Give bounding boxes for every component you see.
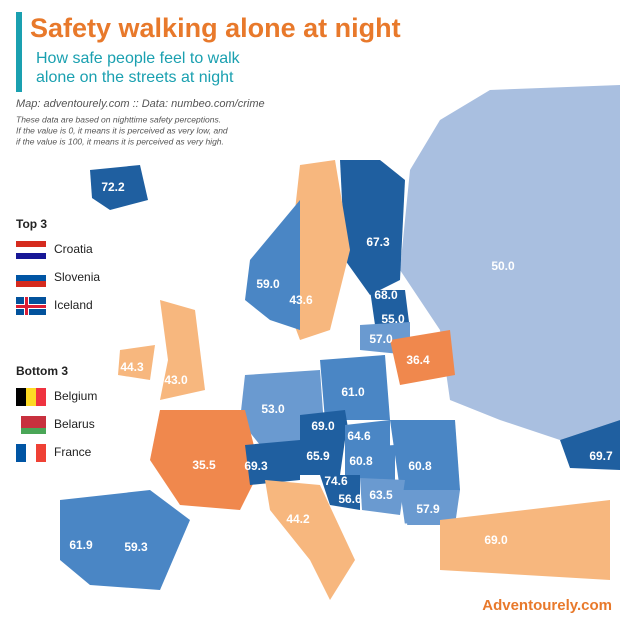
source: Map: adventourely.com :: Data: numbeo.co… — [16, 98, 265, 110]
region-value: 57.0 — [321, 600, 345, 614]
region-value: 59.0 — [256, 277, 280, 291]
region-value: 59.3 — [124, 540, 148, 554]
flag — [16, 388, 46, 406]
region-value: 68.0 — [374, 288, 398, 302]
legend-title: Bottom 3 — [16, 364, 68, 378]
flag — [16, 416, 46, 434]
title: Safety walking alone at night — [30, 13, 401, 43]
flag — [16, 297, 46, 315]
region-value: 43.6 — [289, 293, 313, 307]
accent-bar — [16, 12, 22, 92]
region-value: 69.0 — [311, 419, 335, 433]
legend-entry: France — [54, 445, 92, 459]
region-value: 64.6 — [347, 429, 371, 443]
region-value: 44.3 — [120, 360, 144, 374]
region-value: 35.5 — [192, 458, 216, 472]
region-value: 50.0 — [491, 259, 515, 273]
flag — [16, 444, 46, 462]
legend-title: Top 3 — [16, 217, 47, 231]
region-value: 44.2 — [286, 512, 310, 526]
region-value: 36.4 — [406, 353, 430, 367]
note: if the value is 100, it means it is perc… — [16, 136, 224, 146]
region-value: 60.8 — [408, 459, 432, 473]
region-value: 53.0 — [261, 402, 285, 416]
region-value: 61.7 — [384, 521, 408, 535]
region-value: 55.0 — [381, 312, 405, 326]
region-value: 65.1 — [516, 578, 540, 592]
subtitle: How safe people feel to walk — [36, 50, 241, 67]
note: If the value is 0, it means it is percei… — [16, 125, 228, 135]
region-value: 56.6 — [338, 492, 362, 506]
region-value: 69.3 — [244, 459, 268, 473]
legend-entry: Croatia — [54, 242, 93, 256]
legend-entry: Belarus — [54, 417, 95, 431]
legend-entry: Belgium — [54, 389, 97, 403]
flag — [16, 241, 46, 259]
legend-entry: Iceland — [54, 298, 93, 312]
region-value: 60.8 — [349, 454, 373, 468]
region-value: 67.3 — [366, 235, 390, 249]
region-value: 65.9 — [306, 449, 330, 463]
region-value: 61.0 — [341, 385, 365, 399]
region-value: 57.0 — [369, 332, 393, 346]
region-value: 43.0 — [164, 373, 188, 387]
region-value: 69.7 — [589, 449, 613, 463]
subtitle: alone on the streets at night — [36, 69, 234, 86]
land — [60, 85, 620, 600]
region-value: 57.9 — [416, 502, 440, 516]
brand: Adventourely.com — [482, 597, 612, 614]
note: These data are based on nighttime safety… — [16, 114, 221, 124]
region-value: 63.5 — [369, 488, 393, 502]
region-value: 74.6 — [324, 474, 348, 488]
flag — [16, 269, 46, 287]
map-labels: 72.2 67.3 50.0 59.0 43.6 68.0 55.0 57.0 36.4 44.3… — [69, 180, 613, 614]
region-value: 61.9 — [69, 538, 93, 552]
legend-entry: Slovenia — [54, 270, 100, 284]
region-value: 72.2 — [101, 180, 125, 194]
region-value: 69.0 — [484, 533, 508, 547]
